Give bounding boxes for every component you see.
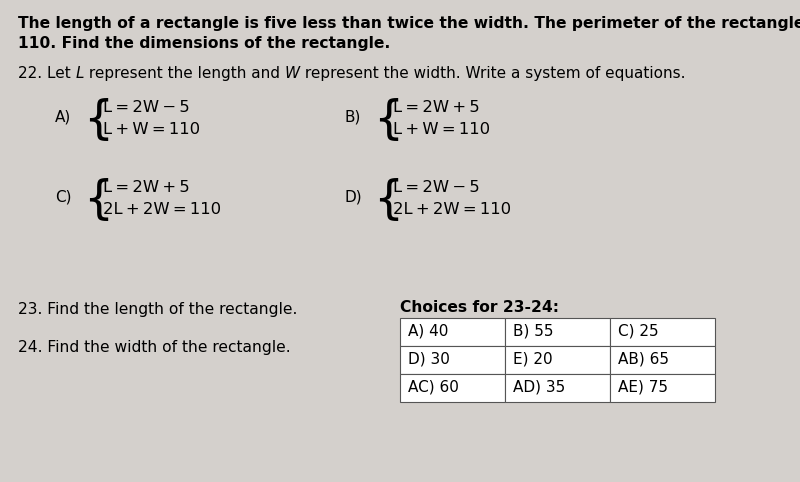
Text: L + W = 110: L + W = 110 bbox=[393, 122, 490, 137]
Text: AE) 75: AE) 75 bbox=[618, 379, 668, 394]
Text: 24. Find the width of the rectangle.: 24. Find the width of the rectangle. bbox=[18, 340, 290, 355]
Text: AB) 65: AB) 65 bbox=[618, 351, 669, 366]
Bar bbox=[400, 374, 505, 402]
Text: The length of a rectangle is five less than twice the width. The perimeter of th: The length of a rectangle is five less t… bbox=[18, 16, 800, 31]
Text: C): C) bbox=[55, 190, 71, 205]
Text: 23. Find the length of the rectangle.: 23. Find the length of the rectangle. bbox=[18, 302, 298, 317]
Bar bbox=[505, 346, 610, 374]
Bar bbox=[400, 346, 505, 374]
Text: B): B) bbox=[345, 110, 362, 125]
Text: AD) 35: AD) 35 bbox=[513, 379, 566, 394]
Text: A): A) bbox=[55, 110, 71, 125]
Bar bbox=[505, 374, 610, 402]
Text: {: { bbox=[373, 178, 403, 223]
Text: D) 30: D) 30 bbox=[408, 351, 450, 366]
Text: E) 20: E) 20 bbox=[513, 351, 553, 366]
Text: AC) 60: AC) 60 bbox=[408, 379, 459, 394]
Bar bbox=[610, 346, 715, 374]
Text: L = 2W + 5: L = 2W + 5 bbox=[393, 100, 480, 115]
Text: {: { bbox=[373, 98, 403, 143]
Text: represent the length and: represent the length and bbox=[84, 66, 285, 81]
Bar bbox=[400, 318, 505, 346]
Text: L + W = 110: L + W = 110 bbox=[103, 122, 200, 137]
Text: L = 2W + 5: L = 2W + 5 bbox=[103, 180, 190, 195]
Text: A) 40: A) 40 bbox=[408, 323, 448, 338]
Text: B) 55: B) 55 bbox=[513, 323, 554, 338]
Text: Choices for 23-24:: Choices for 23-24: bbox=[400, 300, 559, 315]
Text: D): D) bbox=[345, 190, 362, 205]
Text: W: W bbox=[285, 66, 300, 81]
Text: 2L + 2W = 110: 2L + 2W = 110 bbox=[393, 202, 511, 217]
Text: 22. Let: 22. Let bbox=[18, 66, 76, 81]
Text: 110. Find the dimensions of the rectangle.: 110. Find the dimensions of the rectangl… bbox=[18, 36, 390, 51]
Text: 2L + 2W = 110: 2L + 2W = 110 bbox=[103, 202, 221, 217]
Bar bbox=[505, 318, 610, 346]
Text: {: { bbox=[83, 178, 113, 223]
Text: L = 2W − 5: L = 2W − 5 bbox=[103, 100, 190, 115]
Text: represent the width. Write a system of equations.: represent the width. Write a system of e… bbox=[300, 66, 686, 81]
Text: L: L bbox=[76, 66, 84, 81]
Bar bbox=[610, 318, 715, 346]
Text: {: { bbox=[83, 98, 113, 143]
Bar bbox=[610, 374, 715, 402]
Text: L = 2W − 5: L = 2W − 5 bbox=[393, 180, 480, 195]
Text: C) 25: C) 25 bbox=[618, 323, 658, 338]
